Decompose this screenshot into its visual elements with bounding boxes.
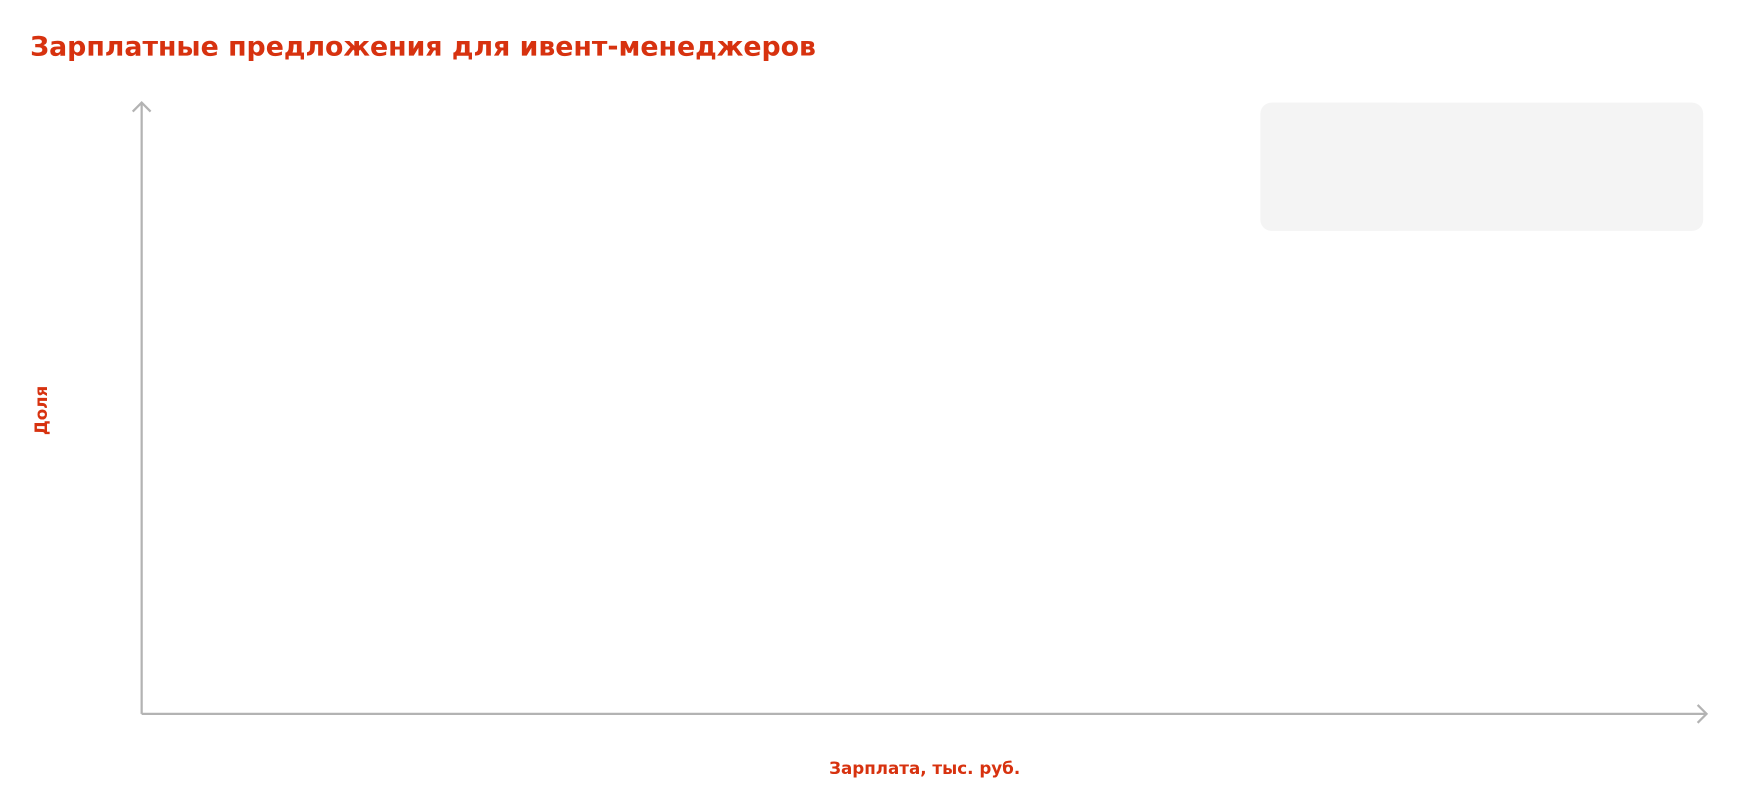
chart-title: Зарплатные предложения для ивент-менедже… xyxy=(30,31,816,62)
x-axis-label: Зарплата, тыс. руб. xyxy=(829,758,1020,778)
legend-box xyxy=(1260,102,1704,231)
y-axis-label: Доля xyxy=(31,386,51,435)
axes xyxy=(131,101,1709,724)
x-arrow xyxy=(1696,704,1709,724)
y-arrow xyxy=(131,101,152,113)
